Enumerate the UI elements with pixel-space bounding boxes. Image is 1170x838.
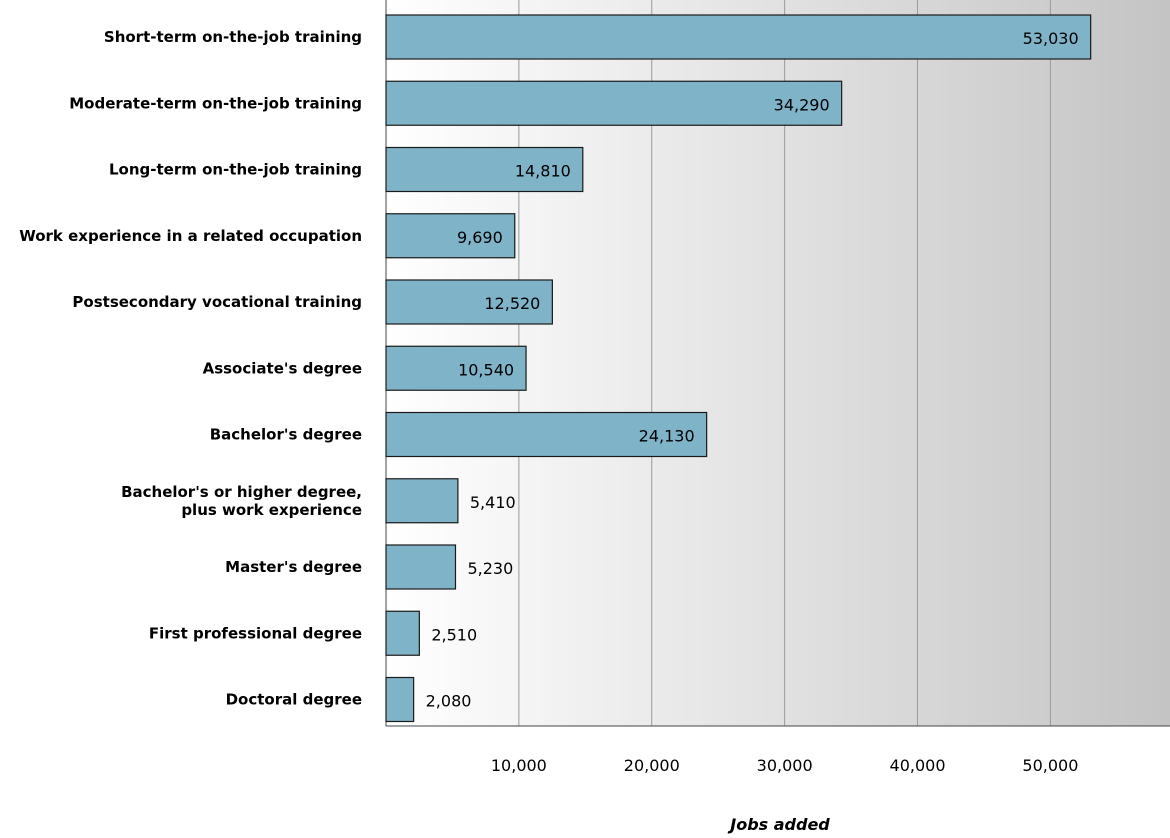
bar <box>385 544 457 590</box>
data-labels: 53,030 34,290 14,810 9,690 12,520 10,540 24,13… <box>426 29 1079 711</box>
category-label: Long-term on-the-job training <box>109 161 362 179</box>
data-label: 34,290 <box>774 95 830 114</box>
data-label: 24,130 <box>639 427 695 446</box>
category-label: Associate's degree <box>203 359 362 377</box>
x-tick-label: 50,000 <box>1022 756 1078 775</box>
bar <box>385 146 584 193</box>
bar <box>385 213 516 259</box>
category-label: Postsecondary vocational training <box>72 293 362 311</box>
x-tick-label: 20,000 <box>624 756 680 775</box>
category-label: First professional degree <box>149 624 362 642</box>
bar <box>385 345 527 391</box>
category-labels: Short-term on-the-job training Moderate-t… <box>19 28 362 709</box>
category-label: Doctoral degree <box>226 691 362 709</box>
data-label: 53,030 <box>1023 29 1079 48</box>
bars <box>385 14 1092 723</box>
bar <box>385 14 1092 60</box>
x-tick-label: 30,000 <box>757 756 813 775</box>
x-tick-label: 40,000 <box>890 756 946 775</box>
data-label: 9,690 <box>457 228 503 247</box>
data-label: 2,510 <box>431 625 477 644</box>
bar <box>385 279 553 325</box>
bar <box>385 676 415 723</box>
category-label: Work experience in a related occupation <box>19 227 362 245</box>
category-label: Short-term on-the-job training <box>104 28 362 46</box>
data-label: 5,410 <box>470 493 516 512</box>
category-label: Master's degree <box>225 558 362 576</box>
data-label: 14,810 <box>515 162 571 181</box>
x-axis-title: Jobs added <box>727 815 830 834</box>
category-label: Moderate-term on-the-job training <box>69 94 362 112</box>
x-tick-labels: 10,000 20,000 30,000 40,000 50,000 <box>491 756 1079 775</box>
bar <box>385 610 420 656</box>
bar <box>385 80 843 126</box>
data-label: 5,230 <box>467 559 513 578</box>
bar <box>385 411 708 458</box>
data-label: 12,520 <box>484 294 540 313</box>
x-tick-label: 10,000 <box>491 756 547 775</box>
bar <box>385 478 459 524</box>
data-label: 2,080 <box>426 692 472 711</box>
data-label: 10,540 <box>458 360 514 379</box>
category-label: Bachelor's degree <box>210 426 362 444</box>
category-label: Bachelor's or higher degree, plus work ex… <box>121 483 362 519</box>
